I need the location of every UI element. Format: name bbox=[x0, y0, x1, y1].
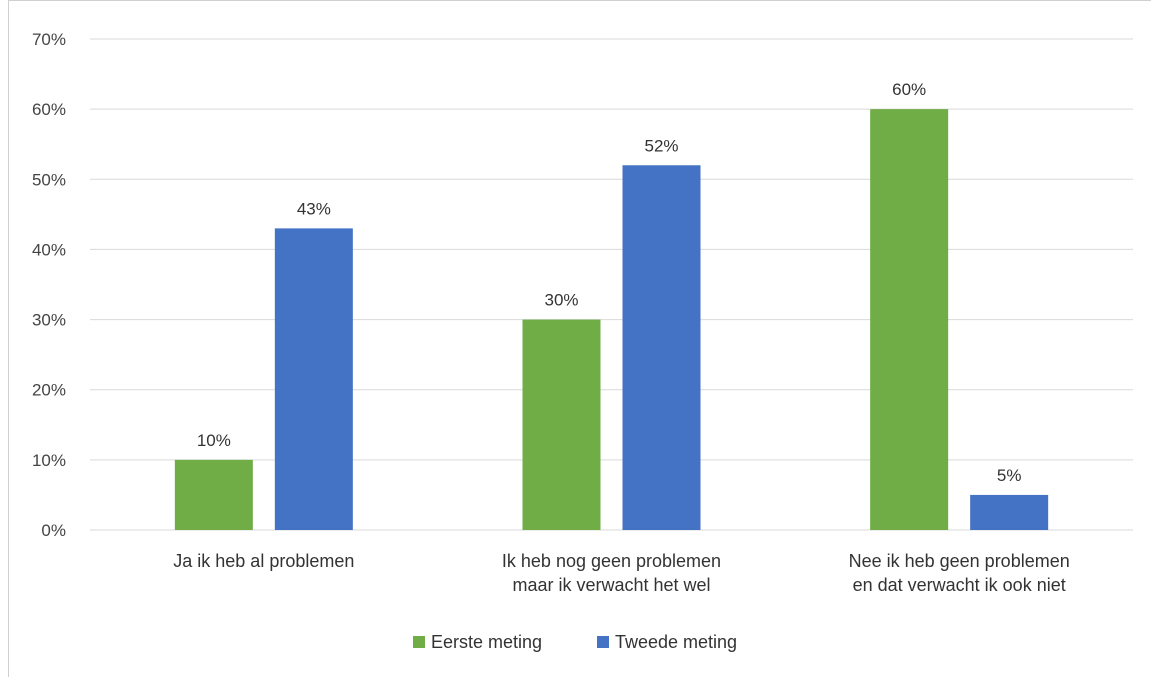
bar-tweede-meting bbox=[274, 228, 353, 530]
y-tick-label: 60% bbox=[32, 100, 66, 119]
category-label: Nee ik heb geen problemen en dat verwacht… bbox=[849, 551, 1070, 595]
data-label: 52% bbox=[644, 136, 678, 155]
y-tick-label: 10% bbox=[32, 451, 66, 470]
data-label: 30% bbox=[544, 291, 578, 310]
data-label: 10% bbox=[197, 431, 231, 450]
category-label: Ik heb nog geen problemen maar ik verwach… bbox=[502, 551, 721, 595]
category-label-line: maar ik verwacht het wel bbox=[512, 575, 710, 595]
legend-swatch bbox=[413, 636, 425, 648]
category-label-line: en dat verwacht ik ook niet bbox=[853, 575, 1066, 595]
category-label-line: Ik heb nog geen problemen bbox=[502, 551, 721, 571]
bar-tweede-meting bbox=[622, 165, 701, 530]
bar-tweede-meting bbox=[970, 494, 1049, 530]
bar-eerste-meting bbox=[870, 109, 949, 531]
legend-label: Eerste meting bbox=[431, 632, 542, 652]
y-tick-label: 0% bbox=[41, 521, 66, 540]
category-label-line: Nee ik heb geen problemen bbox=[849, 551, 1070, 571]
y-tick-label: 20% bbox=[32, 381, 66, 400]
bar-eerste-meting bbox=[174, 459, 253, 530]
chart-frame bbox=[8, 0, 1151, 677]
y-tick-label: 30% bbox=[32, 311, 66, 330]
bar-eerste-meting bbox=[522, 319, 601, 530]
y-tick-label: 70% bbox=[32, 30, 66, 49]
data-label: 5% bbox=[997, 466, 1022, 485]
legend-label: Tweede meting bbox=[615, 632, 737, 652]
data-label: 60% bbox=[892, 80, 926, 99]
y-tick-label: 40% bbox=[32, 240, 66, 259]
y-tick-label: 50% bbox=[32, 170, 66, 189]
category-label: Ja ik heb al problemen bbox=[173, 551, 354, 571]
category-label-line: Ja ik heb al problemen bbox=[173, 551, 354, 571]
data-label: 43% bbox=[297, 199, 331, 218]
legend-swatch bbox=[597, 636, 609, 648]
